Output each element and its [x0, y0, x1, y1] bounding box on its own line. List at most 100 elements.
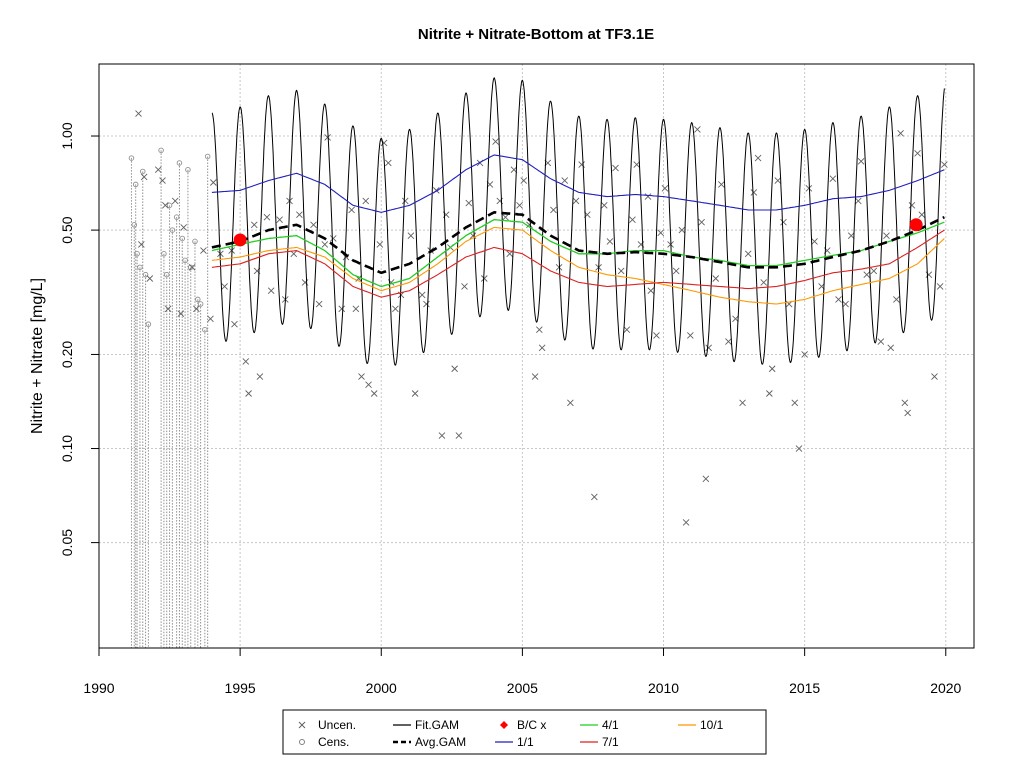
legend-label: 1/1	[517, 735, 534, 749]
censored-point	[137, 264, 143, 271]
uncensored-point	[623, 326, 631, 334]
bc-point	[909, 218, 923, 232]
uncensored-point	[245, 390, 252, 397]
uncensored-point	[801, 351, 808, 358]
uncensored-point	[138, 241, 145, 248]
uncensored-point	[209, 179, 217, 186]
uncensored-point	[883, 232, 890, 239]
uncensored-point	[171, 197, 179, 205]
censored-point	[195, 296, 201, 303]
uncensored-point	[725, 338, 732, 345]
y-tick-label: 0.10	[59, 435, 75, 462]
x-tick-label: 2010	[648, 680, 679, 696]
censored-point	[204, 153, 211, 160]
uncensored-point	[550, 206, 557, 214]
x-tick-label: 2015	[789, 680, 820, 696]
legend-label: B/C x	[517, 718, 546, 732]
x-tick-label: 1995	[225, 680, 256, 696]
uncensored-point	[925, 271, 933, 278]
censored-point	[128, 155, 135, 161]
uncensored-point	[531, 373, 539, 380]
censored-point	[139, 168, 146, 175]
uncensored-point	[739, 399, 746, 407]
censored-point	[161, 251, 167, 257]
avg-gam-line	[211, 210, 945, 275]
uncensored-point	[591, 493, 598, 501]
chart-title: Nitrite + Nitrate-Bottom at TF3.1E	[418, 26, 654, 43]
uncensored-point	[423, 300, 430, 308]
uncensored-point	[918, 211, 926, 219]
uncensored-point	[657, 229, 665, 237]
uncensored-point	[461, 283, 468, 290]
uncensored-point	[750, 189, 758, 196]
y-tick-label: 0.50	[59, 216, 75, 243]
censored-point	[134, 251, 140, 257]
uncensored-point	[870, 267, 878, 275]
uncensored-point	[140, 173, 148, 181]
uncensored-point	[887, 344, 895, 352]
uncensored-point	[250, 221, 258, 229]
uncensored-point	[644, 193, 652, 200]
uncensored-point	[617, 267, 625, 275]
uncensored-point	[647, 287, 655, 294]
uncensored-point	[162, 202, 169, 209]
uncensored-point	[407, 232, 415, 239]
uncensored-point	[893, 296, 900, 303]
uncensored-point	[678, 226, 686, 234]
uncensored-point	[221, 283, 228, 290]
censored-point	[131, 222, 138, 228]
legend-label: Uncen.	[318, 718, 356, 732]
censored-point	[202, 326, 208, 333]
uncensored-point	[863, 271, 871, 278]
censored-point	[187, 264, 194, 271]
uncensored-point	[561, 177, 569, 184]
censored-point	[182, 257, 188, 264]
uncensored-point	[180, 224, 187, 231]
censored-point	[185, 166, 191, 173]
uncensored-point	[438, 432, 446, 439]
uncensored-point	[310, 221, 317, 229]
bc-points	[233, 218, 923, 247]
uncensored-point	[805, 185, 813, 192]
uncensored-point	[931, 373, 938, 380]
censored-point	[176, 160, 183, 166]
uncensored-point	[392, 305, 399, 313]
uncensored-point	[854, 197, 862, 205]
uncensored-point	[516, 202, 523, 209]
uncensored-point	[267, 287, 275, 294]
grid-lines	[99, 64, 974, 648]
jul1-line	[211, 229, 945, 298]
x-tick-label: 1990	[83, 680, 114, 696]
uncensored-point	[384, 159, 392, 167]
censored-point	[192, 238, 198, 245]
uncensored-point	[941, 161, 948, 168]
uncensored-point	[188, 264, 196, 271]
uncensored-point	[154, 166, 162, 174]
uncensored-point	[242, 358, 250, 365]
uncensored-point	[795, 445, 803, 452]
censored-point	[132, 181, 139, 188]
uncensored-point	[612, 164, 619, 172]
uncensored-point	[572, 197, 580, 205]
uncensored-point	[897, 130, 904, 137]
uncensored-point	[418, 291, 426, 299]
x-tick-label: 2005	[507, 680, 538, 696]
uncensored-point	[370, 390, 378, 397]
fit-gam-line	[211, 77, 945, 366]
uncensored-point	[780, 218, 787, 226]
uncensored-point	[290, 250, 298, 258]
legend-label: Fit.GAM	[415, 718, 459, 732]
uncensored-point	[629, 216, 636, 223]
legend-swatch-diamond	[500, 721, 508, 729]
uncensored-point	[451, 365, 458, 373]
legend-label: Avg.GAM	[415, 735, 466, 749]
censored-point	[142, 271, 149, 278]
legend-label: 7/1	[602, 735, 619, 749]
censored-point	[169, 227, 176, 233]
y-axis: 0.05 0.10 0.20 0.50 1.00	[59, 122, 100, 556]
uncensored-point	[908, 202, 916, 209]
series-lines	[211, 77, 945, 366]
censored-points	[128, 147, 211, 648]
y-axis-label: Nitrite + Nitrate [mg/L]	[29, 278, 46, 434]
uncensored-point	[904, 409, 911, 417]
